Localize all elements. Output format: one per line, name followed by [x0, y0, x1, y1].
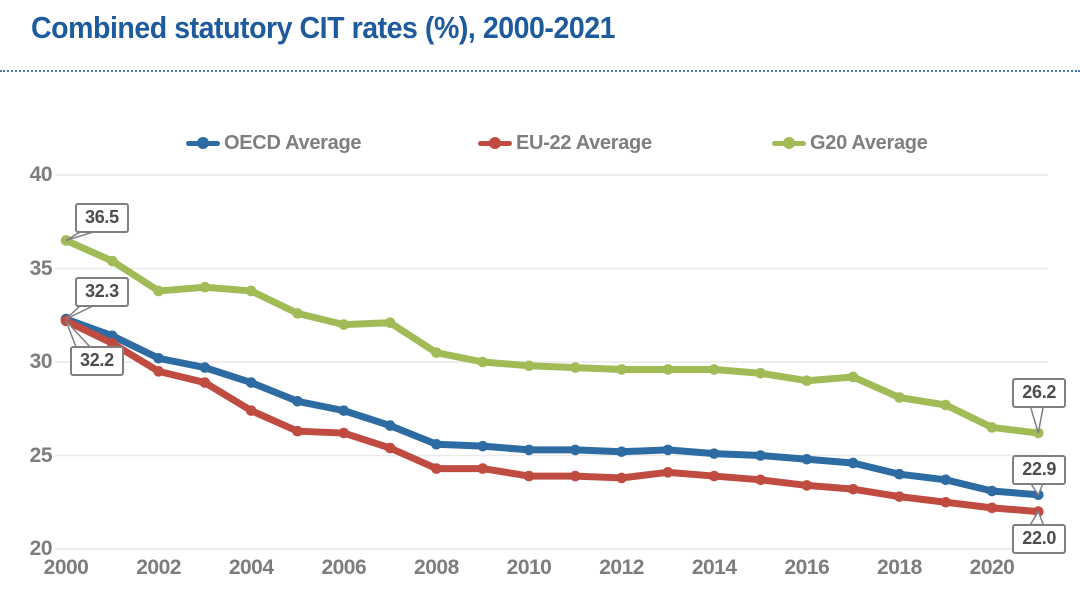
legend-item-g20-average: G20 Average: [772, 131, 928, 155]
axis-tick-y-30: 30: [29, 350, 53, 373]
axis-tick-x-2012: 2012: [599, 556, 644, 579]
data-point-eu-22-average-2009: [477, 463, 489, 474]
data-point-eu-22-average-2008: [431, 463, 442, 474]
data-point-eu-22-average-2012: [616, 472, 627, 484]
data-point-eu-22-average-2006: [338, 427, 350, 439]
data-point-g20-average-2003: [199, 281, 211, 293]
axis-tick-x-2006: 2006: [321, 556, 367, 579]
legend-label-oecd-average: OECD Average: [224, 131, 362, 154]
data-point-g20-average-2012: [616, 364, 627, 375]
axis-tick-x-2004: 2004: [228, 556, 274, 579]
data-point-g20-average-2009: [477, 356, 489, 368]
data-point-oecd-average-2009: [477, 440, 489, 452]
data-point-oecd-average-2014: [708, 448, 720, 459]
data-point-oecd-average-2017: [847, 457, 859, 469]
data-point-g20-average-2004: [245, 285, 257, 297]
series-line-eu-22-average: [62, 317, 1042, 516]
data-point-oecd-average-2018: [894, 468, 905, 480]
legend-item-eu-22-average: EU-22 Average: [478, 131, 652, 155]
callout-label-36.5: 36.5: [75, 203, 129, 234]
data-point-oecd-average-2012: [616, 446, 627, 458]
data-point-g20-average-2014: [708, 364, 720, 375]
data-point-eu-22-average-2015: [755, 474, 766, 486]
data-point-oecd-average-2010: [523, 444, 535, 456]
series-line-g20-average: [62, 236, 1042, 437]
data-point-g20-average-2010: [523, 360, 535, 372]
callout-label-22.0: 22.0: [1012, 523, 1067, 554]
data-point-oecd-average-2019: [940, 474, 951, 486]
data-point-eu-22-average-2020: [986, 502, 998, 514]
data-point-oecd-average-2003: [199, 362, 211, 373]
title-divider: [0, 70, 1080, 72]
axis-tick-x-2010: 2010: [506, 556, 552, 579]
data-point-g20-average-2020: [986, 422, 998, 433]
data-point-eu-22-average-2002: [153, 366, 164, 377]
data-point-oecd-average-2005: [292, 395, 303, 407]
data-point-g20-average-2011: [570, 362, 581, 373]
data-point-eu-22-average-2013: [662, 467, 674, 478]
axis-tick-y-40: 40: [29, 163, 53, 186]
data-point-eu-22-average-2019: [940, 496, 951, 508]
data-point-g20-average-2002: [153, 285, 164, 297]
data-point-g20-average-2015: [755, 367, 766, 379]
data-point-oecd-average-2016: [801, 453, 813, 465]
data-point-g20-average-2018: [894, 392, 905, 403]
data-point-oecd-average-2011: [570, 444, 581, 456]
legend-line-dot-icon: [478, 137, 512, 149]
legend-line-dot-icon: [772, 137, 806, 149]
axis-tick-x-2018: 2018: [877, 556, 922, 579]
data-point-oecd-average-2013: [662, 444, 674, 456]
axis-tick-y-35: 35: [29, 256, 53, 280]
data-point-oecd-average-2020: [986, 485, 998, 497]
data-point-eu-22-average-2005: [292, 425, 303, 437]
data-point-eu-22-average-2017: [847, 483, 859, 495]
axis-tick-y-25: 25: [29, 443, 53, 467]
series-line-oecd-average: [62, 315, 1042, 499]
axis-tick-x-2016: 2016: [784, 556, 830, 579]
axis-tick-x-2000: 2000: [43, 556, 89, 579]
callout-label-32.3: 32.3: [75, 276, 129, 307]
callout-pointer-32.3: [65, 304, 96, 320]
data-point-eu-22-average-2018: [894, 491, 905, 502]
data-point-eu-22-average-2003: [199, 377, 211, 388]
data-point-g20-average-2006: [338, 319, 350, 330]
axis-tick-x-2008: 2008: [414, 556, 459, 579]
callout-label-32.2: 32.2: [70, 345, 124, 376]
axis-tick-y-20: 20: [29, 537, 53, 560]
data-point-g20-average-2019: [940, 399, 951, 411]
data-point-oecd-average-2015: [755, 450, 766, 461]
data-point-g20-average-2013: [662, 364, 674, 375]
callout-label-22.9: 22.9: [1012, 454, 1067, 485]
data-point-oecd-average-2004: [245, 377, 257, 388]
data-point-g20-average-2005: [292, 308, 303, 319]
data-point-oecd-average-2007: [384, 420, 396, 431]
data-point-eu-22-average-2004: [245, 405, 257, 416]
data-point-eu-22-average-2010: [523, 470, 535, 482]
axis-tick-x-2002: 2002: [136, 556, 181, 579]
data-point-g20-average-2008: [431, 347, 442, 358]
data-point-g20-average-2017: [847, 371, 859, 383]
legend-label-g20-average: G20 Average: [810, 131, 928, 154]
data-point-oecd-average-2006: [338, 405, 350, 416]
data-point-oecd-average-2008: [431, 438, 442, 450]
data-point-g20-average-2007: [384, 317, 396, 329]
data-point-oecd-average-2002: [153, 352, 164, 364]
axis-tick-x-2020: 2020: [969, 556, 1015, 579]
data-point-g20-average-2016: [801, 375, 813, 387]
data-point-eu-22-average-2007: [384, 442, 396, 454]
legend-item-oecd-average: OECD Average: [186, 131, 362, 155]
axis-tick-x-2014: 2014: [691, 556, 737, 579]
callout-label-26.2: 26.2: [1012, 378, 1067, 409]
data-point-eu-22-average-2011: [570, 470, 581, 482]
legend-line-dot-icon: [186, 137, 220, 149]
data-point-eu-22-average-2016: [801, 480, 813, 491]
legend-label-eu-22-average: EU-22 Average: [516, 131, 652, 154]
data-point-g20-average-2001: [107, 255, 118, 267]
page-title: Combined statutory CIT rates (%), 2000-2…: [31, 10, 616, 45]
data-point-eu-22-average-2014: [708, 470, 720, 482]
